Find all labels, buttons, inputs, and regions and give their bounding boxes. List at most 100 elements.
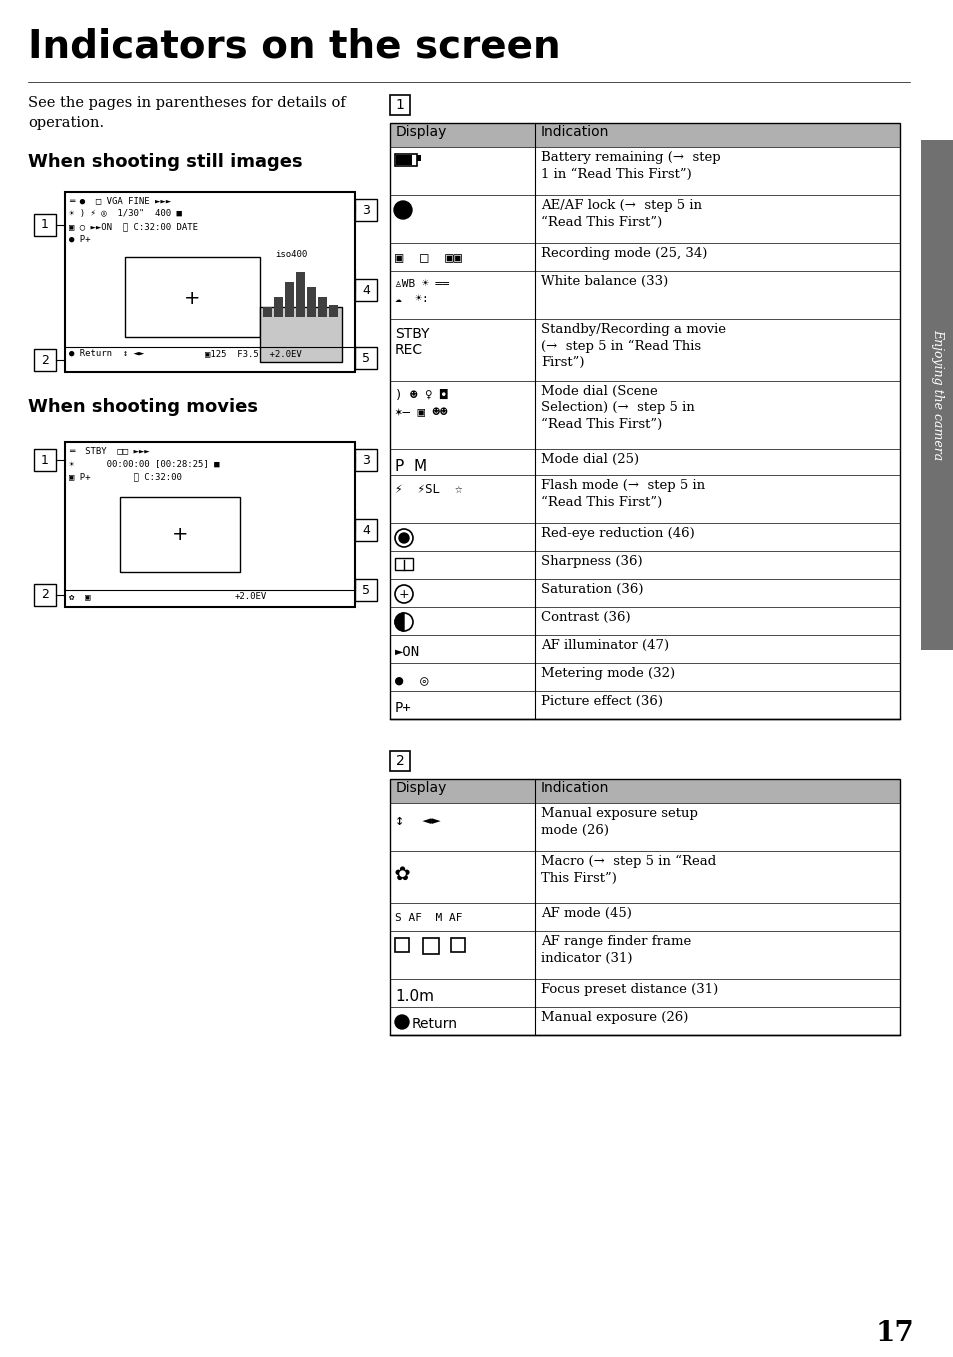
Circle shape (394, 201, 412, 218)
Text: Return: Return (412, 1016, 457, 1031)
Bar (274, 297, 283, 318)
Text: ▣  □  ▣▣: ▣ □ ▣▣ (395, 251, 461, 265)
Text: ☀      00:00:00 [00:28:25] ■: ☀ 00:00:00 [00:28:25] ■ (69, 459, 219, 468)
Bar (395, 938, 409, 953)
Text: Display: Display (395, 782, 447, 795)
Text: 1: 1 (395, 98, 404, 113)
Text: 4: 4 (362, 284, 370, 296)
Text: 1: 1 (41, 453, 49, 467)
Text: Manual exposure (26): Manual exposure (26) (540, 1011, 688, 1025)
Text: When shooting still images: When shooting still images (28, 153, 302, 171)
Text: P  M: P M (395, 459, 427, 474)
Text: Saturation (36): Saturation (36) (540, 584, 643, 596)
Text: 2: 2 (41, 589, 49, 601)
Text: 2: 2 (41, 354, 49, 366)
Bar (285, 282, 294, 318)
Text: iso400: iso400 (274, 250, 307, 259)
Bar (355, 280, 376, 301)
Text: Manual exposure setup
mode (26): Manual exposure setup mode (26) (540, 807, 698, 836)
Text: 1.0m: 1.0m (395, 989, 434, 1004)
Text: Battery remaining (→  step
1 in “Read This First”): Battery remaining (→ step 1 in “Read Thi… (540, 151, 720, 180)
Bar (395, 153, 416, 166)
Text: ✿  ▣: ✿ ▣ (69, 592, 91, 601)
Text: When shooting movies: When shooting movies (28, 398, 257, 417)
Text: +: + (398, 588, 409, 601)
Text: 5: 5 (361, 584, 370, 597)
Bar (34, 214, 56, 236)
Text: Focus preset distance (31): Focus preset distance (31) (540, 982, 718, 996)
Text: ☁  ☀:: ☁ ☀: (395, 294, 428, 304)
Text: ✿: ✿ (395, 860, 410, 885)
Text: Macro (→  step 5 in “Read
This First”): Macro (→ step 5 in “Read This First”) (540, 855, 716, 885)
Text: 4: 4 (362, 524, 370, 536)
Circle shape (398, 533, 409, 543)
Bar (125, 256, 260, 337)
Bar (451, 938, 464, 953)
Text: Mode dial (25): Mode dial (25) (540, 453, 639, 465)
Text: 17: 17 (875, 1320, 913, 1348)
Text: AE/AF lock (→  step 5 in
“Read This First”): AE/AF lock (→ step 5 in “Read This First… (540, 199, 701, 228)
Bar (34, 349, 56, 370)
Text: 3: 3 (362, 453, 370, 467)
Text: ⚡  ⚡SL  ☆: ⚡ ⚡SL ☆ (395, 483, 462, 497)
Text: ●  ◎: ● ◎ (395, 673, 428, 687)
Text: 3: 3 (362, 204, 370, 217)
Text: AF illuminator (47): AF illuminator (47) (540, 639, 668, 651)
Bar (307, 286, 315, 318)
Text: P+: P+ (395, 702, 412, 715)
Bar (65, 442, 355, 607)
Bar (355, 347, 376, 369)
Text: Indicators on the screen: Indicators on the screen (28, 28, 560, 66)
Bar (395, 558, 413, 570)
Bar (390, 95, 410, 115)
Text: +: + (184, 289, 200, 308)
Text: ▣ ○ ►►ON  ⌛ C:32:00 DATE: ▣ ○ ►►ON ⌛ C:32:00 DATE (69, 223, 198, 231)
Bar (263, 307, 272, 318)
Text: STBY: STBY (395, 327, 429, 341)
Text: Red-eye reduction (46): Red-eye reduction (46) (540, 527, 694, 540)
Text: REC: REC (395, 343, 423, 357)
Text: Flash mode (→  step 5 in
“Read This First”): Flash mode (→ step 5 in “Read This First… (540, 479, 704, 509)
Text: White balance (33): White balance (33) (540, 275, 667, 288)
Text: +: + (172, 525, 188, 544)
Text: ═  STBY  □□ ►►►: ═ STBY □□ ►►► (69, 446, 150, 455)
Bar (355, 449, 376, 471)
Text: ►ON: ►ON (395, 645, 419, 660)
Text: 5: 5 (361, 351, 370, 365)
Text: S AF  M AF: S AF M AF (395, 913, 462, 923)
Bar (416, 155, 420, 161)
Text: ═ ●  □ VGA FINE ►►►: ═ ● □ VGA FINE ►►► (69, 195, 171, 205)
Text: +2.0EV: +2.0EV (234, 592, 267, 601)
Text: ● P+: ● P+ (69, 235, 91, 244)
Text: Metering mode (32): Metering mode (32) (540, 668, 675, 680)
Text: Indication: Indication (540, 125, 609, 138)
Bar (422, 938, 438, 954)
Bar (295, 271, 305, 318)
Text: AF range finder frame
indicator (31): AF range finder frame indicator (31) (540, 935, 691, 965)
Text: ♙WB ☀ ══: ♙WB ☀ ══ (395, 280, 449, 289)
Bar (120, 497, 240, 573)
Bar (390, 750, 410, 771)
Bar (34, 449, 56, 471)
Bar (317, 297, 327, 318)
Text: ✶— ▣ ☻☻: ✶— ▣ ☻☻ (395, 406, 447, 419)
Text: ▣ P+        ⌛ C:32:00: ▣ P+ ⌛ C:32:00 (69, 472, 182, 480)
Bar (920, 140, 953, 650)
Bar (34, 584, 56, 607)
Bar (355, 518, 376, 541)
Bar (355, 579, 376, 601)
Circle shape (395, 1015, 409, 1029)
Text: AF mode (45): AF mode (45) (540, 906, 631, 920)
Text: Sharpness (36): Sharpness (36) (540, 555, 642, 569)
Bar (355, 199, 376, 221)
Bar (395, 155, 412, 166)
Text: ) ☻ ♀ ◘: ) ☻ ♀ ◘ (395, 389, 447, 402)
Text: Picture effect (36): Picture effect (36) (540, 695, 662, 708)
Bar (390, 123, 899, 719)
Text: ▣125  F3.5  +2.0EV: ▣125 F3.5 +2.0EV (205, 349, 301, 358)
Text: 2: 2 (395, 754, 404, 768)
Text: Recording mode (25, 34): Recording mode (25, 34) (540, 247, 706, 261)
Text: Display: Display (395, 125, 447, 138)
Text: Mode dial (Scene
Selection) (→  step 5 in
“Read This First”): Mode dial (Scene Selection) (→ step 5 in… (540, 385, 694, 432)
Bar (390, 779, 899, 1035)
